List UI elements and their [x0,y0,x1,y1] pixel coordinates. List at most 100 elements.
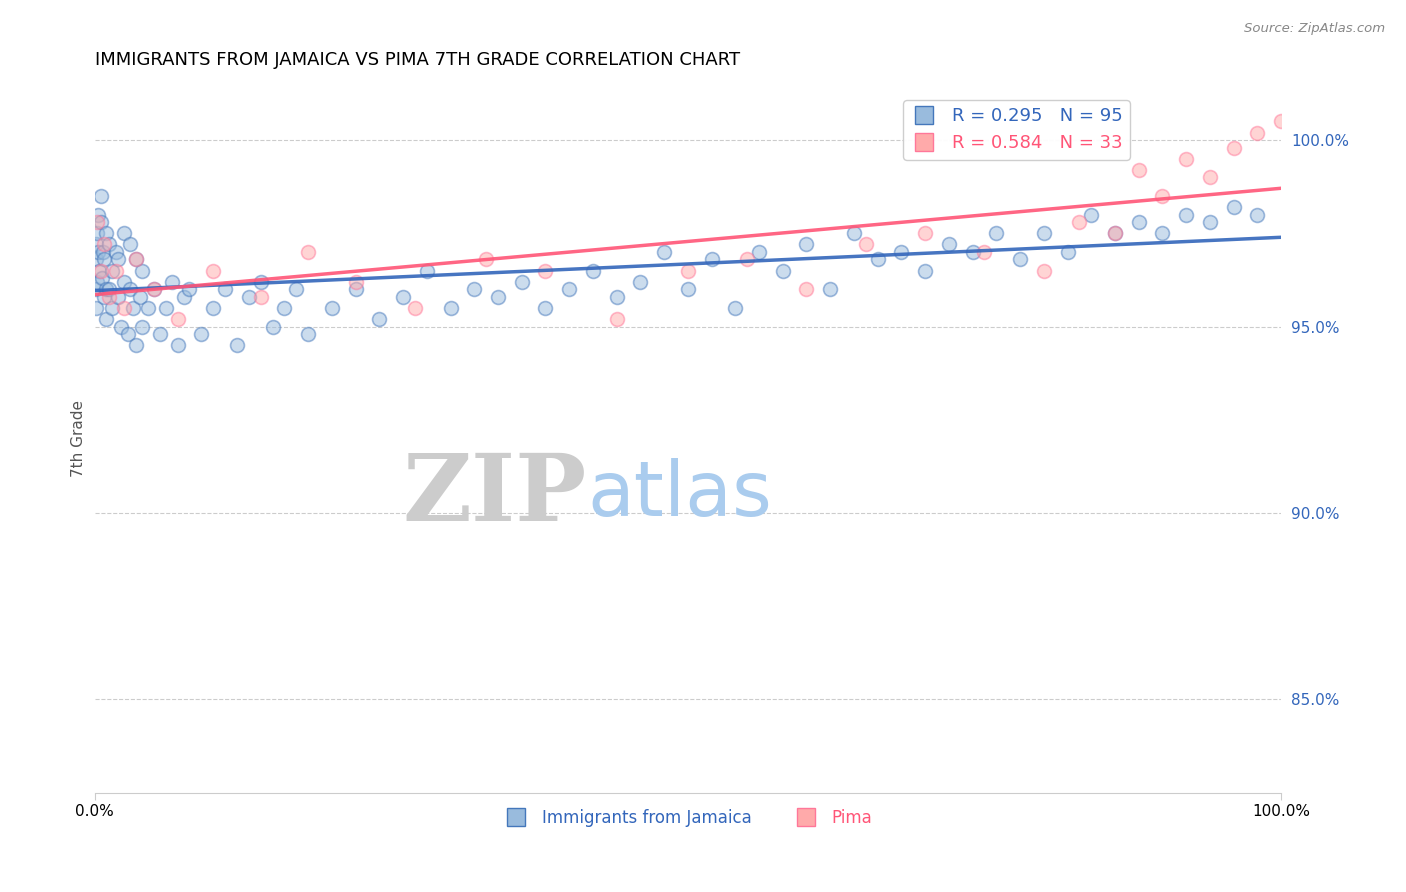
Point [107,290,129,304]
Point [91,244,114,259]
Point [93,290,115,304]
Point [166,338,188,352]
Point [86,227,108,241]
Point [1056,244,1078,259]
Point [121,301,143,315]
Point [818,282,841,296]
Point [772,263,794,277]
Point [166,312,188,326]
Point [321,301,343,315]
Point [890,244,912,259]
Point [104,244,127,259]
Point [86,215,108,229]
Point [486,290,509,304]
Point [1032,263,1054,277]
Point [724,301,747,315]
Text: atlas: atlas [586,458,772,532]
Point [96,282,118,296]
Point [866,252,889,267]
Point [439,301,461,315]
Point [120,282,142,296]
Point [392,290,415,304]
Point [173,290,195,304]
Point [96,227,118,241]
Point [190,326,212,341]
Point [676,263,699,277]
Point [1128,215,1150,229]
Point [155,301,177,315]
Point [86,275,108,289]
Point [796,282,818,296]
Point [404,301,426,315]
Point [84,301,107,315]
Point [344,282,367,296]
Point [273,301,295,315]
Point [149,326,172,341]
Point [842,227,865,241]
Point [107,252,129,267]
Point [84,252,107,267]
Point [700,252,723,267]
Point [84,282,107,296]
Point [101,263,124,277]
Point [89,263,111,277]
Point [1080,208,1102,222]
Point [214,282,236,296]
Text: IMMIGRANTS FROM JAMAICA VS PIMA 7TH GRADE CORRELATION CHART: IMMIGRANTS FROM JAMAICA VS PIMA 7TH GRAD… [94,51,740,69]
Point [117,326,139,341]
Point [1222,140,1244,154]
Point [249,275,271,289]
Point [120,237,142,252]
Point [202,263,225,277]
Point [1199,215,1222,229]
Point [97,290,120,304]
Point [914,227,936,241]
Point [582,263,605,277]
Point [748,244,770,259]
Point [368,312,391,326]
Point [131,319,153,334]
Text: Source: ZipAtlas.com: Source: ZipAtlas.com [1244,22,1385,36]
Point [112,301,135,315]
Point [1010,252,1032,267]
Point [179,282,201,296]
Point [97,282,120,296]
Point [93,252,115,267]
Text: ZIP: ZIP [402,450,586,540]
Point [855,237,877,252]
Point [735,252,758,267]
Point [463,282,485,296]
Point [1175,208,1198,222]
Point [1199,170,1222,185]
Point [973,244,995,259]
Point [125,252,148,267]
Point [285,282,308,296]
Point [136,301,159,315]
Point [90,271,112,285]
Point [344,275,367,289]
Point [142,282,165,296]
Point [142,282,165,296]
Point [534,263,557,277]
Point [97,237,120,252]
Point [131,263,153,277]
Point [262,319,284,334]
Point [558,282,581,296]
Point [1152,227,1174,241]
Point [475,252,498,267]
Point [297,326,319,341]
Point [1104,227,1126,241]
Point [238,290,260,304]
Point [606,290,628,304]
Point [796,237,818,252]
Point [249,290,271,304]
Point [226,338,249,352]
Point [96,312,118,326]
Point [1222,200,1244,214]
Point [93,237,115,252]
Point [652,244,675,259]
Point [1104,227,1126,241]
Point [87,244,110,259]
Point [416,263,439,277]
Point [1270,114,1292,128]
